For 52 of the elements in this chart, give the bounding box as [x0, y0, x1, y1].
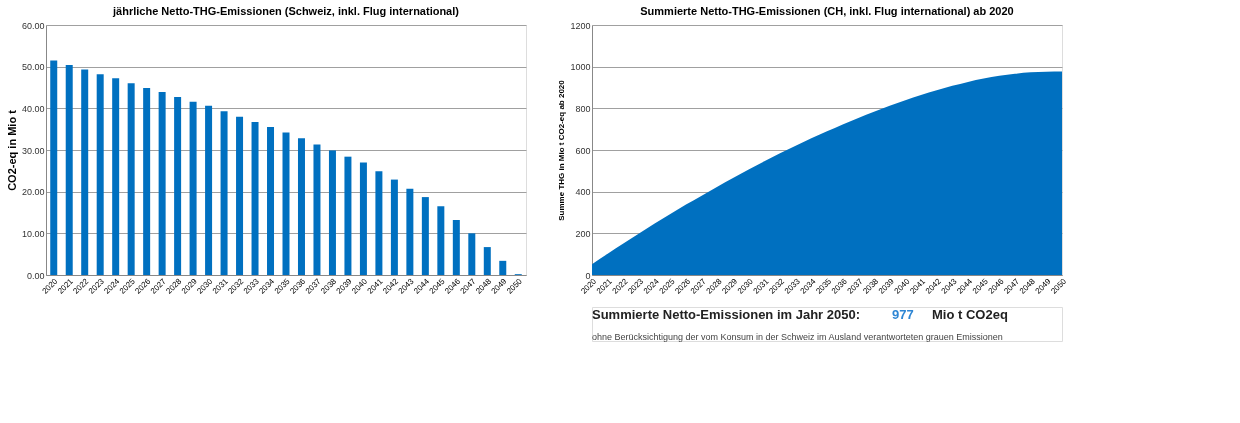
chart-title: Summierte Netto-THG-Emissionen (CH, inkl. Flug international) ab 2020: [640, 5, 1014, 17]
bar: [267, 127, 275, 275]
text: 977: [892, 307, 914, 322]
bar: [344, 156, 352, 275]
bar: [127, 83, 135, 275]
y-axis-title: CO2-eq in Mio t: [5, 109, 18, 191]
y-tick-label: 0: [585, 270, 591, 281]
bar: [452, 220, 460, 275]
bar: [81, 69, 89, 275]
y-tick-label: 400: [575, 187, 591, 198]
chart-title: jährliche Netto-THG-Emissionen (Schweiz, inkl. Flug international): [112, 5, 460, 17]
bar: [251, 122, 259, 275]
y-axis-title: Summe THG in Mio t CO2-eq ab 2020: [557, 79, 567, 221]
bar: [359, 162, 367, 275]
bar: [205, 105, 213, 275]
bar: [158, 92, 166, 275]
y-tick-label: 60.00: [21, 20, 45, 31]
text: ohne Berücksichtigung der vom Konsum in der Schweiz im Ausland verantworteten grauen Emissionen: [592, 332, 1003, 342]
bar: [96, 74, 104, 275]
bar: [174, 97, 182, 275]
y-tick-label: 200: [575, 228, 591, 239]
y-tick-label: 50.00: [21, 62, 45, 73]
bar: [143, 87, 151, 275]
bar: [50, 60, 58, 275]
bar: [112, 78, 120, 275]
bar: [313, 144, 321, 275]
bar: [297, 138, 305, 275]
text: Mio t CO2eq: [932, 307, 1008, 322]
y-tick-label: 1000: [570, 62, 591, 73]
bar: [236, 116, 244, 275]
y-tick-label: 30.00: [21, 145, 45, 156]
bar: [65, 65, 73, 275]
bar: [220, 111, 228, 275]
bar: [468, 233, 476, 275]
y-tick-label: 0.00: [26, 270, 45, 281]
bar: [328, 150, 336, 275]
y-tick-label: 800: [575, 103, 591, 114]
bar: [406, 188, 414, 275]
y-tick-label: 40.00: [21, 103, 45, 114]
y-tick-label: 10.00: [21, 228, 45, 239]
text: Summierte Netto-Emissionen im Jahr 2050:: [592, 307, 861, 322]
bar: [282, 132, 290, 275]
bar: [421, 197, 429, 275]
y-tick-label: 600: [575, 145, 591, 156]
bar: [483, 247, 491, 275]
bar: [437, 206, 445, 275]
bar: [499, 260, 507, 275]
bar: [390, 179, 398, 275]
y-tick-label: 20.00: [21, 187, 45, 198]
y-tick-label: 1200: [570, 20, 591, 31]
bar: [375, 171, 383, 275]
bar: [189, 101, 197, 275]
